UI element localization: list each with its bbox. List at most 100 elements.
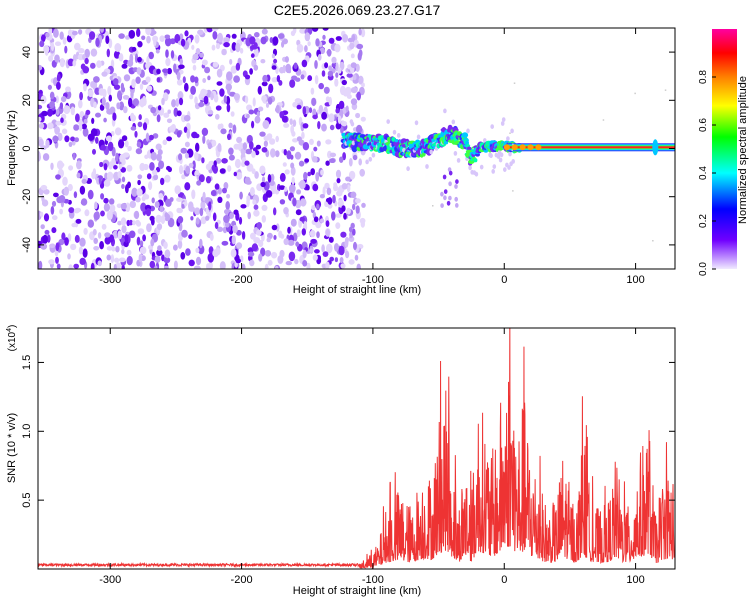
spectrogram-cell <box>121 225 127 234</box>
spectrogram-cell <box>304 32 311 42</box>
spectrogram-cell <box>90 262 95 269</box>
spectrogram-cell <box>346 207 351 215</box>
spectrogram-cell <box>114 127 122 136</box>
spectrogram-cell <box>58 195 66 203</box>
spectrogram-cell <box>68 141 73 147</box>
spectrogram-cell <box>163 256 171 264</box>
spectrogram-cell <box>100 144 106 151</box>
spectrogram-cell <box>121 135 128 142</box>
spectrogram-cell <box>270 173 275 182</box>
spectrogram-cell <box>314 75 319 85</box>
spectrogram-cell <box>68 264 73 269</box>
spectrogram-cell <box>87 89 94 98</box>
spectrogram-cell <box>49 91 55 100</box>
spectrogram-cell <box>302 142 310 151</box>
spectrogram-cell <box>355 205 360 214</box>
spectrogram-cell <box>429 149 434 155</box>
spectrogram-cell <box>241 231 246 240</box>
spectrogram-cell <box>216 81 223 86</box>
spectrogram-cell <box>315 172 320 182</box>
spectrogram-cell <box>81 123 87 130</box>
spectrogram-cell <box>139 162 146 172</box>
spectrogram-cell <box>219 168 226 174</box>
spectrogram-y-tick-label: 40 <box>21 46 33 58</box>
spectrogram-cell <box>42 234 48 244</box>
spectrogram-cell <box>228 122 233 129</box>
spectrogram-cell <box>98 175 102 185</box>
spectrogram-cell <box>207 110 214 115</box>
spectrogram-cell <box>292 197 297 207</box>
spectrogram-cell <box>501 117 506 122</box>
spectrogram-cell <box>131 78 136 89</box>
spectrogram-cell <box>111 246 116 252</box>
spectrogram-cell <box>42 153 50 161</box>
spectrogram-cell <box>115 262 121 269</box>
spectrogram-cell <box>82 248 88 258</box>
spectrogram-cell <box>213 94 219 103</box>
spectrogram-cell <box>179 58 183 65</box>
spectrogram-cell <box>217 187 222 195</box>
spectrogram-cell <box>274 189 280 195</box>
spectrogram-cell <box>184 82 189 92</box>
spectrogram-cell <box>90 62 96 69</box>
spectrogram-cell <box>183 126 188 133</box>
spectrogram-cell <box>223 42 230 48</box>
spectrogram-cell <box>317 121 321 130</box>
spectrogram-cell <box>361 82 365 88</box>
spectrogram-cell <box>129 200 136 209</box>
spectrogram-cell <box>334 257 338 263</box>
spectrogram-cell <box>112 78 119 86</box>
spectrogram-cell <box>508 151 512 157</box>
spectrogram-cell <box>120 203 127 210</box>
spectrogram-cell <box>141 35 146 41</box>
spectrogram-cell <box>40 184 48 191</box>
spectrogram-x-ticks: -300 -200 -100 0 100 <box>99 28 645 286</box>
spectrogram-cell <box>455 179 459 185</box>
spectrogram-cell <box>275 135 280 143</box>
spectrogram-cell <box>281 41 285 48</box>
spectrogram-cell <box>103 117 107 123</box>
spectrogram-cell <box>507 165 511 170</box>
spectrogram-cell <box>49 100 55 109</box>
spectrogram-cell <box>117 220 122 226</box>
spectrogram-cell <box>312 114 318 120</box>
spectrogram-cell <box>261 204 268 211</box>
spectrogram-cell <box>296 229 301 237</box>
spectrogram-cell <box>145 62 150 69</box>
spectrogram-cell <box>188 201 194 211</box>
spectrogram-cell <box>212 249 219 258</box>
spectrogram-cell <box>335 222 341 230</box>
spectrogram-cell <box>315 38 320 47</box>
spectrogram-cell <box>156 77 161 83</box>
spectrogram-cell <box>262 120 270 129</box>
spectrogram-cell <box>341 183 348 190</box>
snr-x-tick-label: 100 <box>626 574 644 586</box>
spectrogram-cell <box>48 259 55 265</box>
spectrogram-cell <box>284 56 289 63</box>
spectrogram-cell <box>301 228 306 236</box>
spectrogram-cell <box>93 237 98 244</box>
spectrogram-cell <box>82 54 86 60</box>
spectrogram-cell <box>223 95 228 104</box>
spectrogram-cell <box>76 172 81 179</box>
spectrogram-cell <box>298 160 305 167</box>
spectrogram-cell <box>394 139 399 143</box>
spectrogram-cell <box>94 201 98 210</box>
spectrogram-cell <box>299 216 305 222</box>
spectrogram-cell <box>161 97 165 106</box>
spectrogram-cell <box>652 139 659 156</box>
spectrogram-cell <box>466 128 470 134</box>
spectrogram-cell <box>360 116 366 122</box>
spectrogram-cell <box>334 243 339 252</box>
spectrogram-cell <box>335 36 342 41</box>
spectrogram-cell <box>258 239 264 248</box>
spectrogram-cell <box>240 204 247 209</box>
spectrogram-cell <box>126 255 133 266</box>
spectrogram-cell <box>307 41 311 47</box>
spectrogram-cell <box>346 184 351 193</box>
spectrogram-cell <box>39 40 45 48</box>
spectrogram-cell <box>103 197 109 204</box>
spectrogram-cell <box>105 135 113 142</box>
